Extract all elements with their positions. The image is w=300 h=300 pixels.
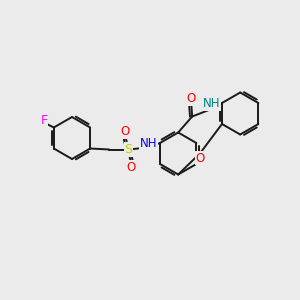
Text: F: F <box>40 114 47 127</box>
Text: NH: NH <box>140 137 157 150</box>
Text: O: O <box>187 92 196 105</box>
Text: O: O <box>127 161 136 174</box>
Text: S: S <box>124 143 132 156</box>
Text: NH: NH <box>202 97 220 110</box>
Text: O: O <box>196 152 205 165</box>
Text: O: O <box>121 125 130 138</box>
